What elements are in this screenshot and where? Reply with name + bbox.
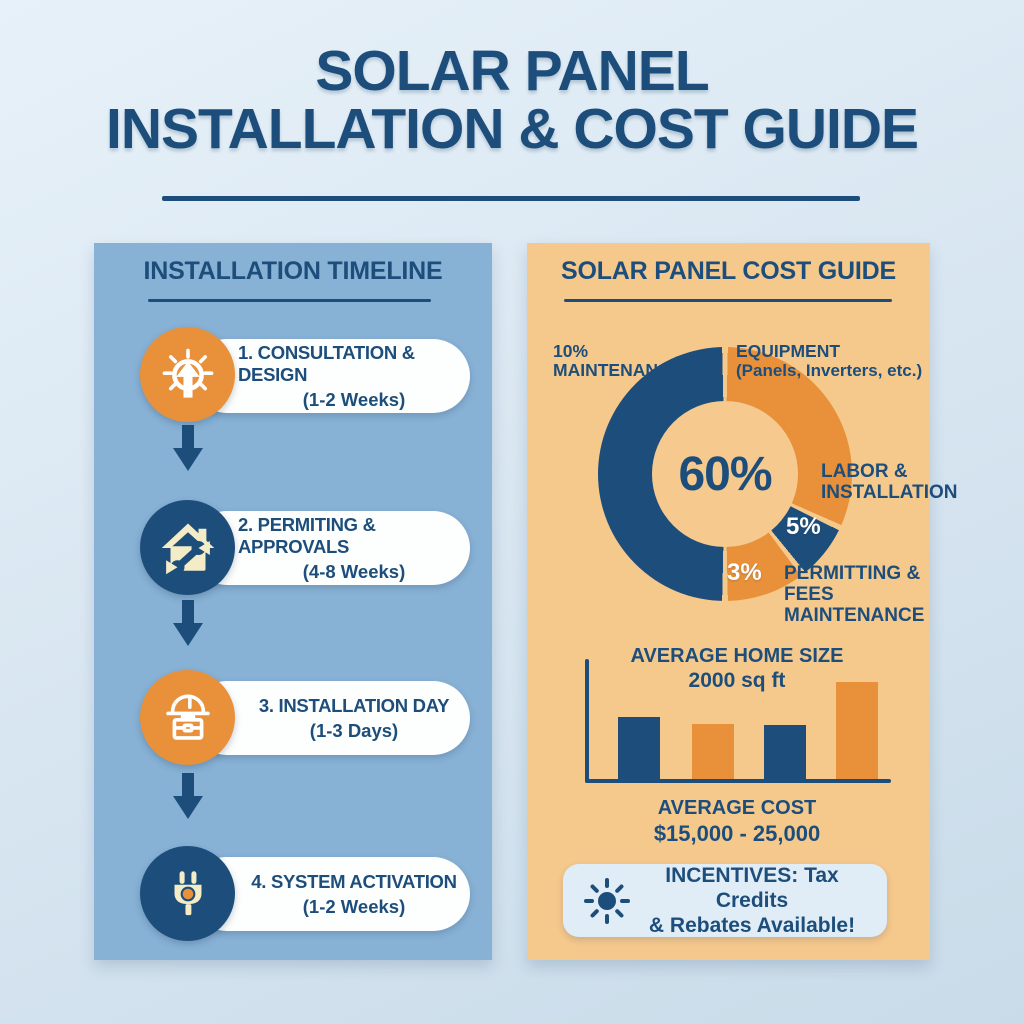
donut-hole: 60% — [652, 401, 798, 547]
timeline-heading: INSTALLATION TIMELINE — [143, 257, 443, 285]
step-circle — [140, 846, 235, 941]
down-arrow-icon — [173, 425, 203, 471]
sun-icon — [584, 877, 630, 924]
home-size-title: AVERAGE HOME SIZE — [630, 645, 844, 667]
step-circle — [140, 500, 235, 595]
installation-timeline-panel: INSTALLATION TIMELINE 1. CONSULTATION & … — [94, 243, 492, 960]
equipment-text: EQUIPMENT — [736, 341, 841, 361]
labor-pct-value: 5% — [786, 513, 821, 540]
bar — [764, 725, 806, 779]
step-label: 3. INSTALLATION DAY — [258, 694, 450, 716]
title-underline — [162, 196, 860, 201]
home-size-subtitle: 2000 sq ft — [688, 669, 786, 692]
incentives-banner: INCENTIVES: Tax Credits & Rebates Availa… — [563, 864, 887, 937]
page-title-line1: SOLAR PANEL — [315, 39, 709, 103]
average-cost-value: $15,000 - 25,000 — [653, 821, 821, 846]
step-duration: (1-2 Weeks) — [302, 388, 406, 410]
bar-chart-y-axis — [585, 659, 589, 783]
incentives-line2: & Rebates Available! — [648, 914, 856, 937]
down-arrow-icon — [173, 773, 203, 819]
cost-guide-panel: SOLAR PANEL COST GUIDE 60% 10% MAINTENAN… — [527, 243, 958, 960]
bar — [692, 724, 734, 779]
cost-guide-heading: SOLAR PANEL COST GUIDE — [561, 257, 896, 285]
step-circle — [140, 670, 235, 765]
permitting-text-line1: PERMITTING & FEES — [784, 563, 921, 605]
timeline-heading-underline — [148, 299, 431, 302]
permitting-pct-value: 3% — [727, 559, 762, 586]
cost-guide-heading-underline — [564, 299, 892, 302]
step-label: 2. PERMITING & APPROVALS — [238, 513, 376, 557]
hardhat-toolbox-icon — [165, 693, 210, 740]
bar — [836, 682, 878, 779]
maintenance-label: 10% MAINTENANCE — [553, 342, 682, 380]
timeline-step: 2. PERMITING & APPROVALS (4-8 Weeks) — [190, 511, 470, 585]
equipment-subtext: (Panels, Inverters, etc.) — [736, 361, 923, 380]
labor-label: LABOR & INSTALLATION — [821, 461, 958, 503]
power-plug-icon — [174, 870, 201, 915]
timeline-step: 3. INSTALLATION DAY (1-3 Days) — [190, 681, 470, 755]
equipment-label: EQUIPMENT (Panels, Inverters, etc.) — [736, 341, 923, 381]
maintenance-pct: 10% — [553, 341, 589, 361]
donut-center-value: 60% — [678, 447, 772, 501]
step-label: 4. SYSTEM ACTIVATION — [251, 870, 457, 892]
labor-text-line2: INSTALLATION — [821, 482, 958, 503]
cost-donut-chart: 60% — [598, 347, 852, 601]
incentives-line1: INCENTIVES: Tax Credits — [665, 864, 839, 912]
incentives-text: INCENTIVES: Tax Credits & Rebates Availa… — [631, 863, 873, 938]
bar — [618, 717, 660, 779]
home-size-bar-chart — [587, 659, 890, 779]
step-circle — [140, 327, 235, 422]
step-duration: (1-3 Days) — [309, 719, 399, 741]
permitting-text-line2: MAINTENANCE — [784, 605, 925, 626]
step-label: 1. CONSULTATION & DESIGN — [238, 341, 415, 385]
house-wrench-icon — [161, 523, 214, 574]
step-duration: (1-2 Weeks) — [302, 895, 406, 917]
maintenance-text: MAINTENANCE — [553, 360, 683, 380]
permitting-label: PERMITTING & FEES MAINTENANCE — [784, 563, 930, 626]
labor-text-line1: LABOR & — [821, 461, 908, 482]
average-cost-label: AVERAGE COST — [657, 797, 817, 819]
sun-cursor-icon — [162, 348, 213, 398]
page-title-line2: INSTALLATION & COST GUIDE — [105, 97, 919, 161]
page-title: SOLAR PANEL INSTALLATION & COST GUIDE — [0, 42, 1024, 158]
timeline-step: 1. CONSULTATION & DESIGN (1-2 Weeks) — [190, 339, 470, 413]
down-arrow-icon — [173, 600, 203, 646]
timeline-step: 4. SYSTEM ACTIVATION (1-2 Weeks) — [190, 857, 470, 931]
step-duration: (4-8 Weeks) — [302, 560, 406, 582]
bar-chart-x-axis — [585, 779, 891, 783]
